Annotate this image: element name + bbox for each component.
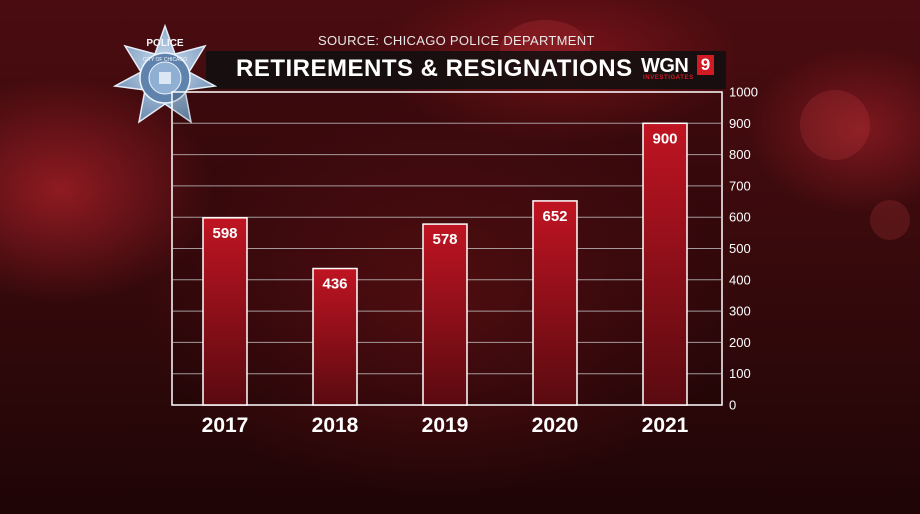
y-tick-label: 700: [729, 178, 751, 193]
bar-value-label: 436: [322, 276, 347, 293]
logo-number: 9: [697, 55, 714, 75]
y-tick-label: 300: [729, 304, 751, 319]
x-category-label: 2017: [202, 414, 249, 437]
bar-value-label: 652: [542, 208, 567, 225]
badge-police-text: POLICE: [146, 38, 184, 49]
bar: [422, 223, 468, 406]
x-category-label: 2021: [642, 414, 689, 437]
y-tick-label: 800: [729, 147, 751, 162]
station-logo: WGN 9 INVESTIGATES: [641, 55, 721, 83]
title-bar: [206, 51, 726, 89]
logo-subtitle: INVESTIGATES: [643, 75, 694, 81]
bar: [202, 217, 248, 406]
background-light-blob: [870, 200, 910, 240]
badge-ring-text: CITY OF CHICAGO: [143, 57, 187, 63]
y-tick-label: 900: [729, 116, 751, 131]
chart-title: RETIREMENTS & RESIGNATIONS: [236, 55, 633, 82]
logo-brand: WGN: [641, 55, 689, 77]
source-caption: SOURCE: CHICAGO POLICE DEPARTMENT: [318, 33, 595, 48]
background-light-blob: [800, 90, 870, 160]
x-category-label: 2020: [532, 414, 579, 437]
y-axis-ticks: 0 100 200 300 400 500 600 700 800 900 1000: [729, 85, 758, 413]
y-tick-label: 100: [729, 366, 751, 381]
bar-value-label: 598: [212, 225, 237, 242]
y-tick-label: 1000: [729, 85, 758, 100]
x-category-label: 2019: [422, 414, 469, 437]
bar: [532, 200, 578, 406]
x-axis-labels: 2017 2018 2019 2020 2021: [202, 414, 689, 437]
y-tick-label: 400: [729, 272, 751, 287]
y-tick-label: 0: [729, 398, 736, 413]
bar-value-label: 578: [432, 231, 457, 248]
bar-value-label: 900: [652, 130, 677, 147]
bar: [642, 122, 688, 406]
y-tick-label: 600: [729, 210, 751, 225]
bar: [312, 267, 358, 406]
police-star-badge-icon: POLICE CITY OF CHICAGO: [113, 24, 217, 124]
bars: 598 436 578 652 900: [202, 122, 688, 406]
x-category-label: 2018: [312, 414, 359, 437]
y-tick-label: 200: [729, 335, 751, 350]
y-tick-label: 500: [729, 241, 751, 256]
